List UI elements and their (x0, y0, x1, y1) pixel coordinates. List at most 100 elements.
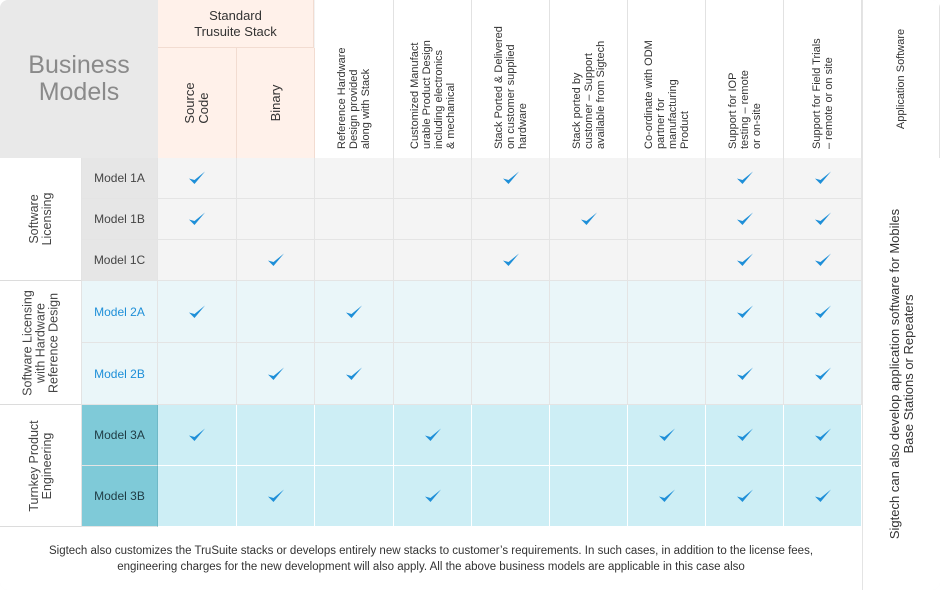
column-header-label: Customized Manufact urable Product Desig… (408, 40, 457, 149)
model-label: Model 1C (82, 240, 158, 281)
column-header-3: Stack Ported & Delivered on customer sup… (472, 0, 550, 158)
matrix-cell (394, 281, 472, 343)
matrix-cell (628, 405, 706, 466)
checkmark-icon (736, 427, 754, 443)
matrix-cell (237, 240, 315, 281)
group-label-text: Software Licensing with Hardware Referen… (20, 289, 60, 396)
column-header-7: Support for Field Trials – remote or on … (784, 0, 862, 158)
column-header-label: Co-ordinate with ODM partner for manufac… (642, 40, 691, 149)
matrix-cell (628, 343, 706, 405)
matrix-cell (628, 158, 706, 199)
checkmark-icon (736, 170, 754, 186)
group-label-text: Turnkey Product Engineering (26, 419, 54, 512)
model-label: Model 1B (82, 199, 158, 240)
checkmark-icon (188, 304, 206, 320)
checkmark-icon (814, 252, 832, 268)
column-header-source-code: Source Code (158, 48, 237, 158)
checkmark-icon (736, 211, 754, 227)
matrix-cell (472, 281, 550, 343)
model-label: Model 3B (82, 466, 158, 527)
matrix-cell (237, 158, 315, 199)
matrix-cell (472, 466, 550, 527)
matrix-cell (237, 199, 315, 240)
matrix-cell (158, 405, 237, 466)
checkmark-icon (736, 488, 754, 504)
matrix-cell (315, 281, 394, 343)
matrix-cell (706, 281, 784, 343)
matrix-cell (315, 343, 394, 405)
matrix-cell (784, 466, 862, 527)
matrix-cell (158, 466, 237, 527)
footer-note: Sigtech also customizes the TruSuite sta… (0, 527, 862, 590)
matrix-cell (472, 240, 550, 281)
matrix-cell (315, 405, 394, 466)
checkmark-icon (814, 170, 832, 186)
matrix-cell (158, 240, 237, 281)
matrix-cell (550, 281, 628, 343)
column-header-label: Binary (267, 84, 283, 122)
matrix-cell (158, 158, 237, 199)
checkmark-icon (424, 427, 442, 443)
checkmark-icon (814, 366, 832, 382)
checkmark-icon (502, 170, 520, 186)
matrix-cell (628, 466, 706, 527)
column-header-2: Customized Manufact urable Product Desig… (394, 0, 472, 158)
matrix-cell (550, 199, 628, 240)
matrix-cell (706, 466, 784, 527)
column-header-label: Support for Field Trials – remote or on … (810, 38, 835, 149)
column-header-4: Stack ported by customer – Support avail… (550, 0, 628, 158)
table-title: Business Models (0, 0, 158, 158)
matrix-cell (237, 405, 315, 466)
column-header-6: Support for IOP testing – remote or on-s… (706, 0, 784, 158)
group-label-3: Turnkey Product Engineering (0, 405, 82, 527)
checkmark-icon (267, 488, 285, 504)
group-label-2: Software Licensing with Hardware Referen… (0, 281, 82, 405)
matrix-cell (550, 466, 628, 527)
matrix-cell (784, 281, 862, 343)
checkmark-icon (424, 488, 442, 504)
column-header-label: Reference Hardware Design provided along… (336, 47, 372, 150)
matrix-cell (706, 343, 784, 405)
matrix-cell (784, 199, 862, 240)
checkmark-icon (736, 304, 754, 320)
checkmark-icon (267, 366, 285, 382)
checkmark-icon (580, 211, 598, 227)
matrix-cell (158, 343, 237, 405)
checkmark-icon (658, 488, 676, 504)
checkmark-icon (814, 211, 832, 227)
matrix-cell (784, 405, 862, 466)
column-header-binary: Binary (237, 48, 315, 158)
matrix-cell (628, 240, 706, 281)
matrix-cell (550, 343, 628, 405)
column-header-label: Support for IOP testing – remote or on-s… (726, 70, 763, 149)
matrix-cell (237, 466, 315, 527)
matrix-cell (158, 199, 237, 240)
model-label: Model 2B (82, 343, 158, 405)
matrix-cell (784, 343, 862, 405)
matrix-cell (706, 158, 784, 199)
checkmark-icon (814, 427, 832, 443)
column-header-label: Application Software (895, 28, 907, 130)
application-software-text: Sigtech can also develop application sof… (886, 208, 916, 540)
column-header-5: Co-ordinate with ODM partner for manufac… (628, 0, 706, 158)
checkmark-icon (188, 211, 206, 227)
matrix-cell (628, 281, 706, 343)
matrix-cell (394, 343, 472, 405)
matrix-cell (784, 158, 862, 199)
model-label: Model 1A (82, 158, 158, 199)
application-software-column: Sigtech can also develop application sof… (862, 158, 940, 590)
checkmark-icon (658, 427, 676, 443)
matrix-cell (706, 240, 784, 281)
matrix-cell (315, 199, 394, 240)
matrix-cell (550, 405, 628, 466)
matrix-cell (550, 158, 628, 199)
checkmark-icon (502, 252, 520, 268)
column-header-label: Stack ported by customer – Support avail… (570, 40, 607, 149)
matrix-cell (550, 240, 628, 281)
matrix-cell (158, 281, 237, 343)
matrix-cell (628, 199, 706, 240)
matrix-cell (315, 158, 394, 199)
matrix-cell (394, 158, 472, 199)
matrix-cell (472, 199, 550, 240)
